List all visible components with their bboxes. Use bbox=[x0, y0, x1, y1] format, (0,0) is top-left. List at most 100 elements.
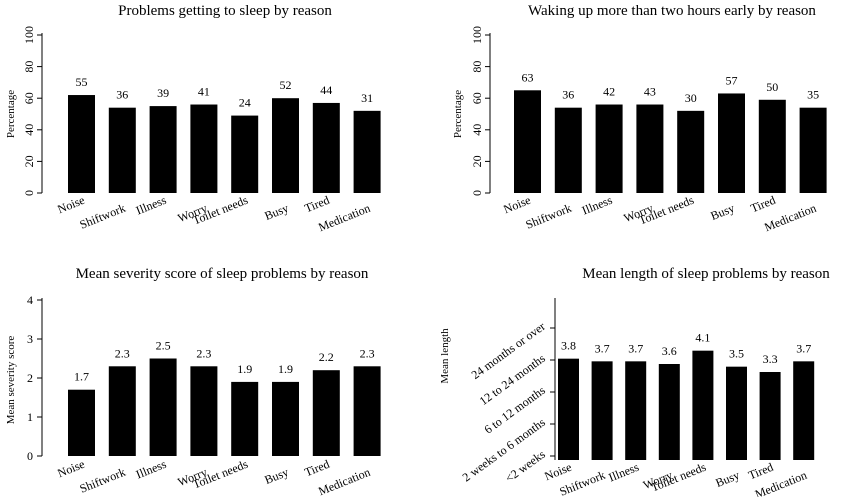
chart3-y-axis-label: Mean severity score bbox=[5, 336, 17, 425]
chart1-data-label: 44 bbox=[320, 83, 332, 97]
chart4-bar bbox=[658, 364, 680, 460]
chart1-data-label: 55 bbox=[76, 75, 88, 89]
chart4-y-tick-label: 24 months or over bbox=[469, 319, 548, 382]
chart1-bar bbox=[231, 115, 259, 193]
chart3-data-label: 2.3 bbox=[196, 346, 211, 360]
chart2-y-axis-label: Percentage bbox=[452, 90, 464, 138]
chart4-x-tick-label: Illness bbox=[607, 460, 642, 485]
chart4-x-tick-label: Noise bbox=[542, 460, 573, 483]
chart4-data-label: 3.7 bbox=[628, 341, 643, 355]
chart3-x-tick-label: Toilet needs bbox=[191, 457, 250, 492]
chart1-bar bbox=[353, 110, 381, 193]
chart2-bar bbox=[636, 104, 664, 193]
chart3-bar bbox=[312, 370, 340, 456]
chart2-bar bbox=[514, 90, 541, 193]
chart2-y-tick-label: 0 bbox=[470, 190, 484, 196]
chart2-y-tick-label: 40 bbox=[470, 124, 484, 136]
chart2-data-label: 43 bbox=[644, 85, 656, 99]
chart4-bar bbox=[625, 361, 647, 460]
chart3-data-label: 1.9 bbox=[278, 362, 293, 376]
chart1-x-tick-label: Toilet needs bbox=[191, 193, 250, 228]
chart1-y-tick-label: 40 bbox=[22, 124, 36, 136]
chart1-bar bbox=[272, 98, 299, 193]
chart1-y-tick-label: 60 bbox=[22, 92, 36, 104]
chart4-title: Mean length of sleep problems by reason bbox=[582, 266, 830, 282]
chart2-bar bbox=[677, 110, 705, 193]
chart3-data-label: 2.5 bbox=[156, 339, 171, 353]
chart2-data-label: 57 bbox=[726, 73, 738, 87]
chart4-y-axis-label: Mean length bbox=[439, 328, 451, 384]
chart4-bar bbox=[692, 350, 714, 460]
chart3-bar bbox=[353, 366, 381, 456]
chart1-x-tick-label: Noise bbox=[55, 193, 86, 216]
chart3-y-tick-label: 3 bbox=[27, 332, 33, 346]
chart4-x-tick-label: Tired bbox=[746, 460, 775, 483]
chart4-bar bbox=[726, 366, 747, 460]
chart1-x-tick-label: Illness bbox=[134, 193, 169, 218]
chart4-bar bbox=[793, 361, 815, 460]
chart3-y-tick-label: 4 bbox=[27, 293, 33, 307]
chart4-bar bbox=[759, 372, 781, 460]
chart1-y-axis-label: Percentage bbox=[5, 90, 17, 138]
chart2-title: Waking up more than two hours early by r… bbox=[528, 3, 816, 19]
chart2-data-label: 63 bbox=[522, 70, 534, 84]
chart2-x-tick-label: Illness bbox=[580, 193, 615, 218]
chart4-data-label: 3.3 bbox=[763, 352, 778, 366]
chart3-y-tick-label: 2 bbox=[27, 371, 33, 385]
chart3-x-tick-label: Noise bbox=[55, 457, 86, 480]
chart3-data-label: 2.2 bbox=[319, 350, 334, 364]
chart3-y-tick-label: 0 bbox=[27, 449, 33, 463]
chart1-bar bbox=[68, 95, 95, 193]
chart3-bar bbox=[231, 381, 259, 456]
chart3-data-label: 2.3 bbox=[115, 346, 130, 360]
chart1-y-tick-label: 0 bbox=[22, 190, 36, 196]
chart3-bar bbox=[190, 366, 218, 456]
chart2-data-label: 30 bbox=[685, 91, 697, 105]
chart4-data-label: 3.5 bbox=[729, 347, 744, 361]
chart1-bar bbox=[149, 106, 177, 193]
chart1-data-label: 39 bbox=[157, 86, 169, 100]
chart3-title: Mean severity score of sleep problems by… bbox=[76, 266, 369, 282]
chart1-x-tick-label: Tired bbox=[302, 193, 331, 216]
chart2-bar bbox=[554, 107, 582, 193]
chart2-data-label: 50 bbox=[766, 80, 778, 94]
chart3-x-tick-label: Busy bbox=[262, 465, 290, 487]
chart1-data-label: 24 bbox=[239, 96, 251, 110]
chart4-x-tick-label: Busy bbox=[713, 468, 741, 490]
chart2-y-tick-label: 20 bbox=[470, 155, 484, 167]
chart2-y-tick-label: 60 bbox=[470, 92, 484, 104]
chart4-bar bbox=[558, 358, 579, 460]
chart3-bar bbox=[149, 358, 177, 456]
chart1-data-label: 52 bbox=[280, 78, 292, 92]
chart1-y-tick-label: 80 bbox=[22, 61, 36, 73]
chart4-x-tick-label: Toilet needs bbox=[649, 460, 708, 495]
chart2-data-label: 36 bbox=[562, 88, 574, 102]
chart1-data-label: 31 bbox=[361, 91, 373, 105]
chart1-title: Problems getting to sleep by reason bbox=[118, 3, 332, 19]
chart1-bar bbox=[312, 102, 340, 193]
chart2-x-tick-label: Busy bbox=[708, 201, 736, 223]
chart1-y-tick-label: 100 bbox=[22, 26, 36, 44]
chart2-x-tick-label: Tired bbox=[748, 193, 777, 216]
chart4-bar bbox=[591, 361, 613, 460]
chart4-data-label: 3.8 bbox=[561, 339, 576, 353]
chart1-data-label: 41 bbox=[198, 85, 210, 99]
chart4-data-label: 3.6 bbox=[662, 344, 677, 358]
chart2-bar bbox=[758, 99, 786, 193]
chart2-bar bbox=[799, 107, 827, 193]
chart1-x-tick-label: Busy bbox=[262, 201, 290, 223]
chart1-y-tick-label: 20 bbox=[22, 155, 36, 167]
chart3-data-label: 1.7 bbox=[74, 370, 89, 384]
chart1-bar bbox=[108, 107, 136, 193]
chart2-x-tick-label: Noise bbox=[501, 193, 532, 216]
chart3-bar bbox=[272, 381, 299, 456]
chart1-bar bbox=[190, 104, 218, 193]
chart4-data-label: 3.7 bbox=[796, 341, 811, 355]
chart3-data-label: 2.3 bbox=[360, 346, 375, 360]
chart2-data-label: 42 bbox=[603, 85, 615, 99]
chart3-bar bbox=[108, 366, 136, 456]
chart2-data-label: 35 bbox=[807, 88, 819, 102]
chart4-data-label: 4.1 bbox=[695, 331, 710, 345]
chart2-y-tick-label: 100 bbox=[470, 26, 484, 44]
